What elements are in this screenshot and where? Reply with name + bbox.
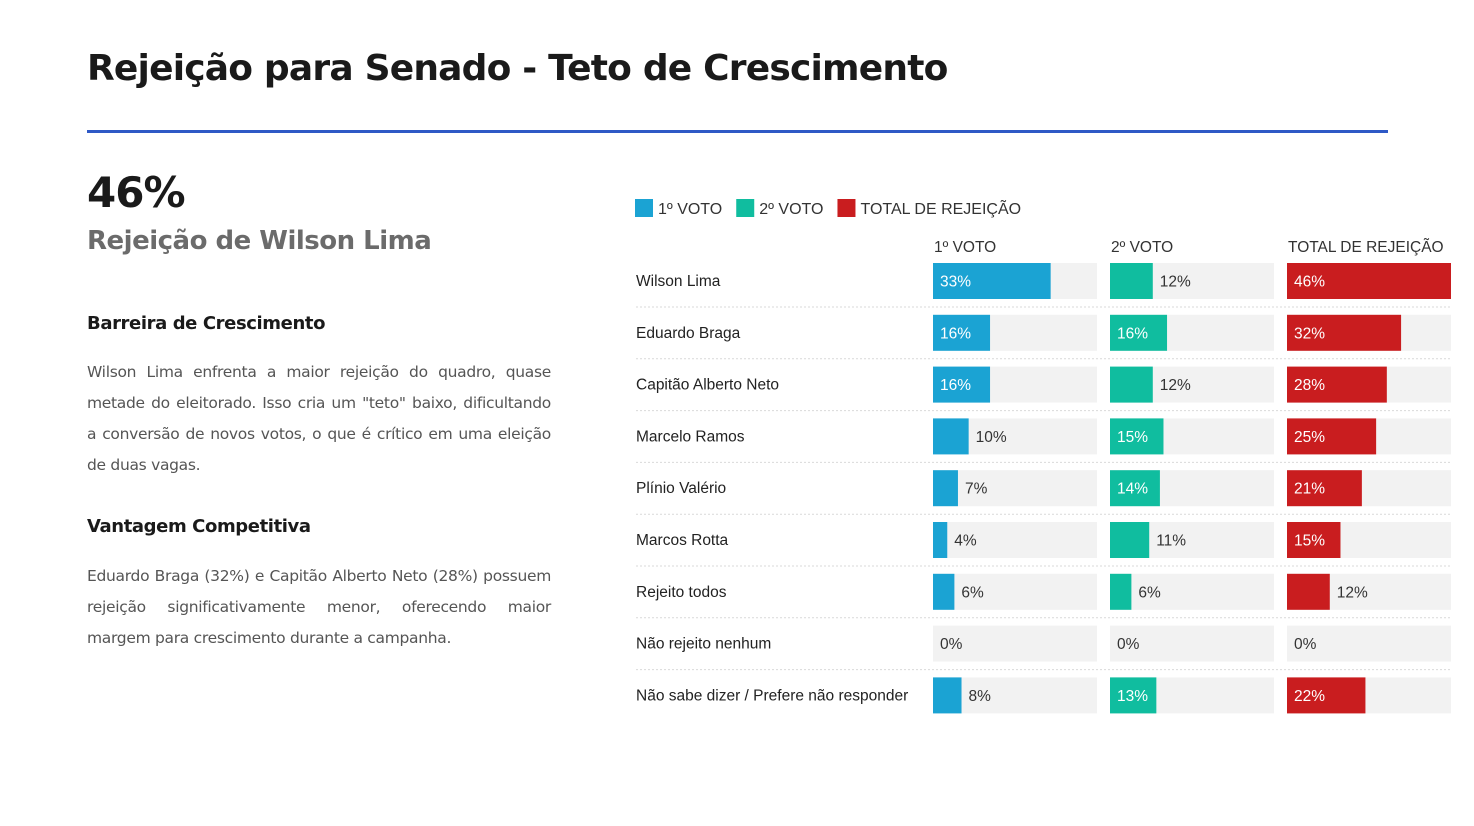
category-label: Não sabe dizer / Prefere não responder	[636, 687, 908, 704]
data-label: 21%	[1294, 481, 1325, 498]
bar-2-voto	[1110, 677, 1157, 714]
page-title: Rejeição para Senado - Teto de Crescimen…	[87, 48, 948, 89]
category-label: Capitão Alberto Neto	[636, 377, 779, 394]
column-header-total-de-rejeicao: TOTAL DE REJEIÇÃO	[1288, 239, 1444, 256]
bar-total-de-rejeicao	[1287, 573, 1330, 610]
bar-2-voto	[1110, 470, 1160, 507]
bar-total-de-rejeicao	[1287, 522, 1341, 558]
data-label: 46%	[1294, 274, 1325, 291]
bar-1-voto	[933, 470, 958, 507]
category-label: Eduardo Braga	[636, 325, 741, 342]
bar-track	[933, 573, 1097, 610]
legend-swatch-1-voto	[635, 199, 653, 217]
section-text-barreira: Wilson Lima enfrenta a maior rejeição do…	[87, 363, 551, 474]
bar-2-voto	[1110, 418, 1164, 455]
data-label: 14%	[1117, 481, 1148, 498]
data-label: 12%	[1337, 584, 1368, 601]
legend-swatch-total-de-rejeicao	[837, 199, 856, 217]
bar-1-voto	[933, 677, 962, 714]
highlight-value: 46%	[87, 168, 186, 217]
column-header-2-voto: 2º VOTO	[1111, 239, 1173, 256]
data-label: 33%	[940, 274, 971, 291]
data-label: 4%	[954, 533, 977, 550]
bar-total-de-rejeicao	[1287, 314, 1402, 351]
section-heading-barreira: Barreira de Crescimento	[87, 313, 326, 334]
data-label: 0%	[940, 636, 963, 653]
data-label: 16%	[1117, 325, 1148, 342]
bar-track	[933, 522, 1097, 558]
bar-1-voto	[933, 366, 991, 403]
data-label: 13%	[1117, 688, 1148, 705]
category-label: Marcos Rotta	[636, 532, 729, 549]
section-text-vantagem: Eduardo Braga (32%) e Capitão Alberto Ne…	[87, 567, 551, 647]
highlight-label: Rejeição de Wilson Lima	[87, 226, 432, 256]
legend-label-2-voto: 2º VOTO	[759, 201, 823, 218]
data-label: 15%	[1117, 429, 1148, 446]
bar-track	[1110, 625, 1274, 662]
data-label: 32%	[1294, 325, 1325, 342]
bar-total-de-rejeicao	[1287, 418, 1377, 455]
bar-2-voto	[1110, 314, 1168, 351]
category-label: Não rejeito nenhum	[636, 636, 771, 653]
data-label: 16%	[940, 325, 971, 342]
title-divider	[87, 130, 1388, 133]
category-label: Plínio Valério	[636, 480, 726, 497]
data-label: 11%	[1156, 533, 1186, 550]
bar-1-voto	[933, 314, 991, 351]
bar-total-de-rejeicao	[1287, 263, 1451, 299]
bar-track	[933, 625, 1097, 662]
bar-total-de-rejeicao	[1287, 470, 1362, 507]
bar-2-voto	[1110, 522, 1150, 558]
bar-track	[1287, 625, 1451, 662]
data-label: 12%	[1160, 274, 1191, 291]
data-label: 15%	[1294, 533, 1325, 550]
column-header-1-voto: 1º VOTO	[934, 239, 996, 256]
legend-label-total-de-rejeicao: TOTAL DE REJEIÇÃO	[860, 198, 1021, 218]
data-label: 0%	[1294, 636, 1317, 653]
data-label: 0%	[1117, 636, 1140, 653]
bar-1-voto	[933, 573, 955, 610]
data-label: 6%	[961, 584, 984, 601]
rejection-chart: 1º VOTO 2º VOTO TOTAL DE REJEIÇÃO 1º VOTO 2º…	[635, 198, 1451, 714]
category-label: Marcelo Ramos	[636, 428, 745, 445]
bar-2-voto	[1110, 573, 1132, 610]
bar-2-voto	[1110, 366, 1153, 403]
data-label: 25%	[1294, 429, 1325, 446]
bar-1-voto	[933, 418, 969, 455]
legend-swatch-2-voto	[736, 199, 755, 217]
data-label: 28%	[1294, 377, 1325, 394]
data-label: 16%	[940, 377, 971, 394]
legend-label-1-voto: 1º VOTO	[658, 201, 722, 218]
bar-1-voto	[933, 522, 948, 558]
bar-1-voto	[933, 263, 1051, 299]
category-label: Rejeito todos	[636, 584, 727, 601]
data-label: 12%	[1160, 377, 1191, 394]
bar-2-voto	[1110, 263, 1153, 299]
category-label: Wilson Lima	[636, 273, 721, 290]
section-heading-vantagem: Vantagem Competitiva	[87, 516, 311, 537]
data-label: 7%	[965, 481, 988, 498]
data-label: 10%	[976, 429, 1007, 446]
data-label: 6%	[1138, 584, 1161, 601]
bar-total-de-rejeicao	[1287, 366, 1387, 403]
bar-total-de-rejeicao	[1287, 677, 1366, 714]
bar-track	[933, 470, 1097, 507]
data-label: 8%	[969, 688, 992, 705]
bar-track	[1110, 573, 1274, 610]
data-label: 22%	[1294, 688, 1325, 705]
